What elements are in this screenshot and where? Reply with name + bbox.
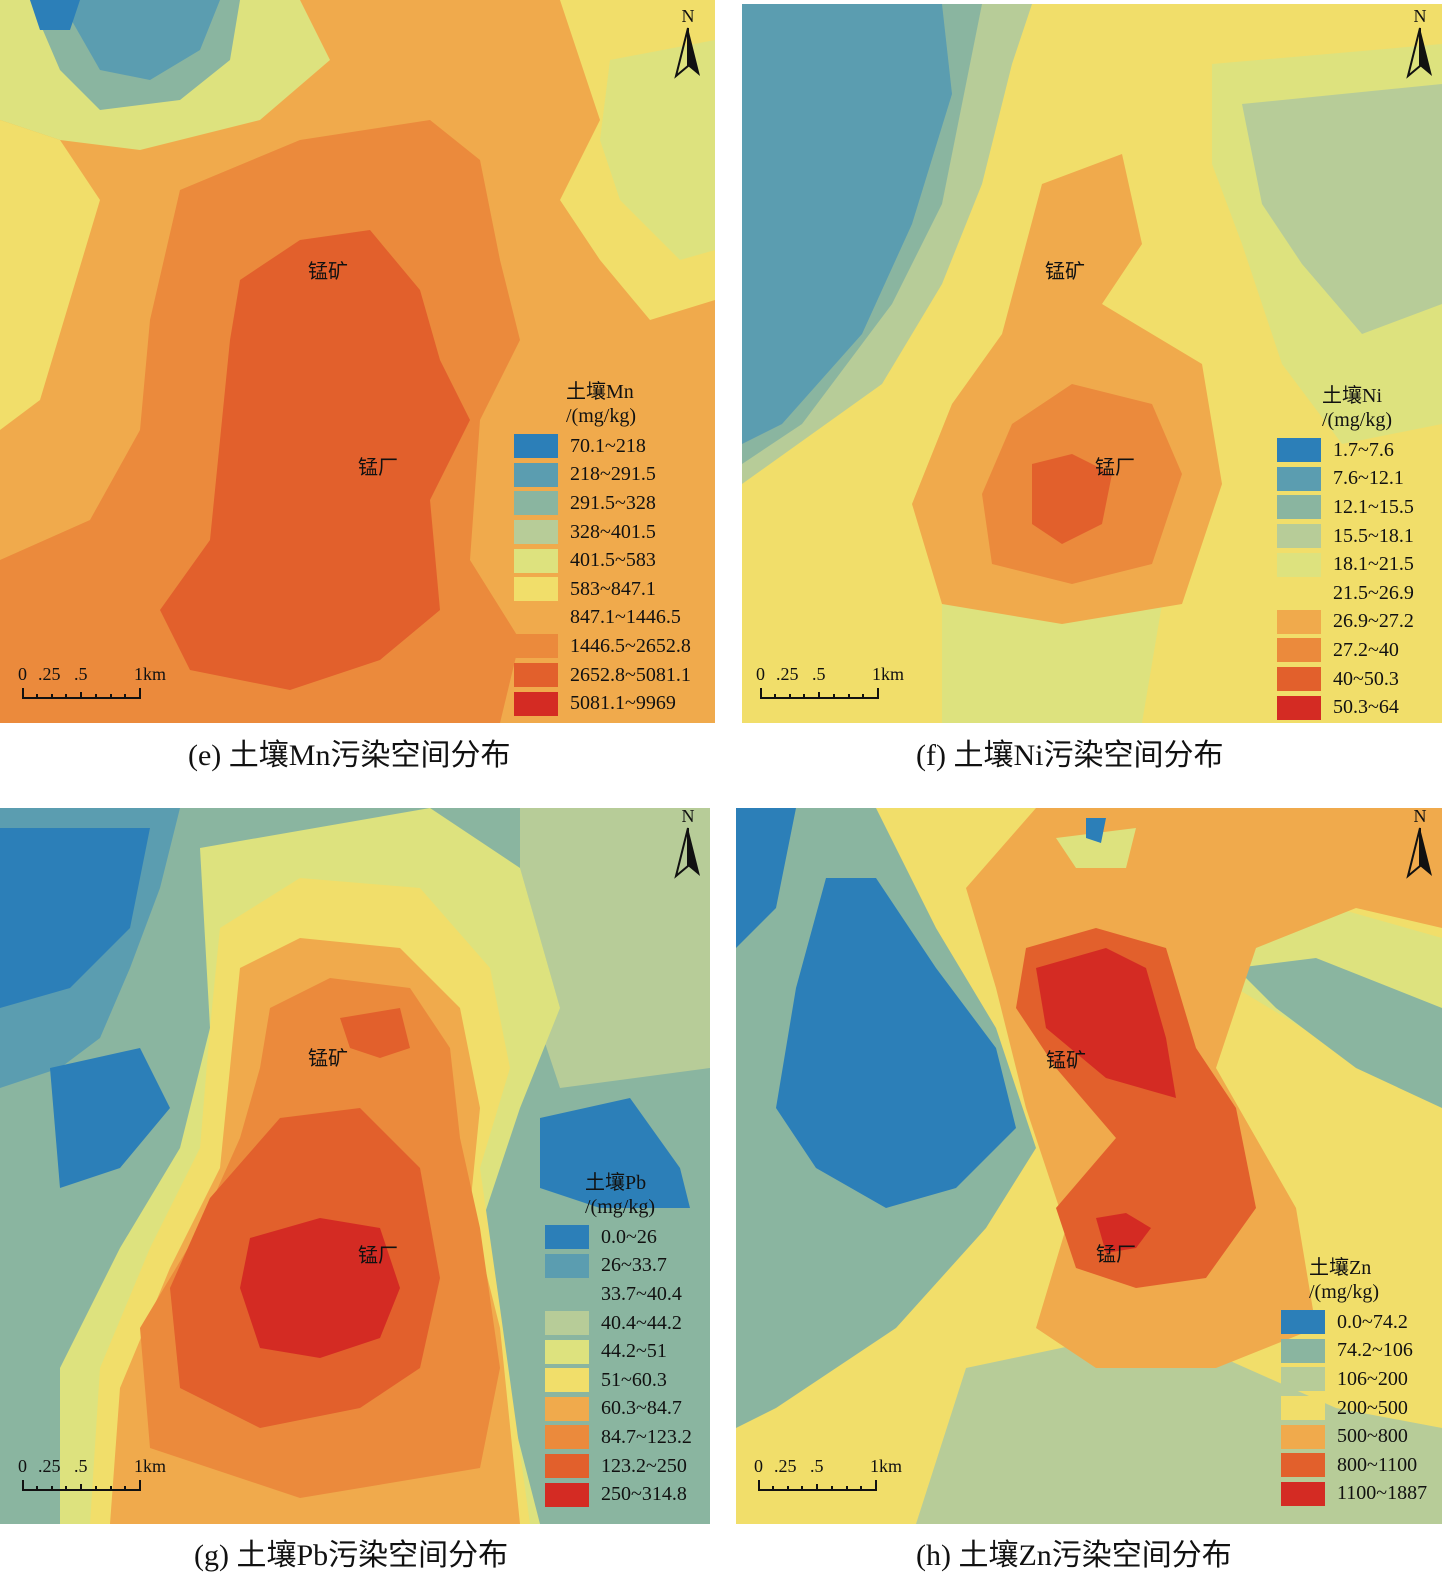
legend-item: 0.0~26 xyxy=(545,1223,692,1252)
legend-item: 40~50.3 xyxy=(1277,665,1414,694)
map-pb: 锰矿 锰厂 N 土壤Pb /(mg/kg) 0.0~26 26~33.7 33.… xyxy=(0,808,710,1524)
factory-label: 锰厂 xyxy=(358,455,398,479)
mine-label: 锰矿 xyxy=(308,259,348,283)
legend-item: 27.2~40 xyxy=(1277,636,1414,665)
map-mn-surface xyxy=(0,0,715,723)
scale-bar: 0 .25 .5 1km xyxy=(18,1456,178,1496)
legend-item: 50.3~64 xyxy=(1277,693,1414,722)
scale-bar: 0 .25 .5 1km xyxy=(18,664,178,704)
legend-item: 583~847.1 xyxy=(514,575,691,604)
legend-item: 401.5~583 xyxy=(514,546,691,575)
legend-item: 5081.1~9969 xyxy=(514,689,691,718)
legend-item: 200~500 xyxy=(1281,1394,1427,1423)
legend-title: 土壤Pb xyxy=(585,1172,647,1194)
legend-ni: 土壤Ni /(mg/kg) 1.7~7.6 7.6~12.1 12.1~15.5… xyxy=(1277,384,1414,722)
legend-item: 328~401.5 xyxy=(514,518,691,547)
scale-bar: 0 .25 .5 1km xyxy=(754,1456,914,1496)
legend-unit: /(mg/kg) xyxy=(1322,409,1392,431)
legend-item: 18.1~21.5 xyxy=(1277,550,1414,579)
legend-item: 60.3~84.7 xyxy=(545,1395,692,1424)
legend-zn: 土壤Zn /(mg/kg) 0.0~74.2 74.2~106 106~200 … xyxy=(1281,1256,1427,1508)
legend-item: 0.0~74.2 xyxy=(1281,1308,1427,1337)
map-ni: 锰矿 锰厂 N 土壤Ni /(mg/kg) 1.7~7.6 7.6~12.1 1… xyxy=(742,4,1442,723)
north-arrow-letter: N xyxy=(1413,6,1427,26)
north-arrow-icon: N xyxy=(670,6,706,80)
legend-item: 84.7~123.2 xyxy=(545,1423,692,1452)
map-pb-surface xyxy=(0,808,710,1524)
legend-item: 21.5~26.9 xyxy=(1277,579,1414,608)
legend-item: 2652.8~5081.1 xyxy=(514,661,691,690)
legend-item: 500~800 xyxy=(1281,1422,1427,1451)
north-arrow-letter: N xyxy=(1413,808,1427,826)
legend-item: 250~314.8 xyxy=(545,1480,692,1509)
map-ni-surface xyxy=(742,4,1442,723)
legend-item: 44.2~51 xyxy=(545,1337,692,1366)
factory-label: 锰厂 xyxy=(1095,455,1135,479)
legend-item: 291.5~328 xyxy=(514,489,691,518)
legend-pb: 土壤Pb /(mg/kg) 0.0~26 26~33.7 33.7~40.4 4… xyxy=(545,1171,692,1509)
legend-title: 土壤Zn xyxy=(1309,1257,1372,1279)
mine-label: 锰矿 xyxy=(1046,1048,1086,1072)
legend-title: 土壤Ni xyxy=(1322,385,1382,407)
legend-item: 1.7~7.6 xyxy=(1277,436,1414,465)
caption-zn: (h) 土壤Zn污染空间分布 xyxy=(916,1539,1232,1572)
mine-label: 锰矿 xyxy=(308,1046,348,1070)
legend-item: 51~60.3 xyxy=(545,1366,692,1395)
factory-label: 锰厂 xyxy=(358,1243,398,1267)
legend-item: 15.5~18.1 xyxy=(1277,522,1414,551)
legend-item: 33.7~40.4 xyxy=(545,1280,692,1309)
legend-item: 40.4~44.2 xyxy=(545,1309,692,1338)
caption-mn: (e) 土壤Mn污染空间分布 xyxy=(188,739,511,772)
north-arrow-letter: N xyxy=(681,6,695,26)
legend-item: 12.1~15.5 xyxy=(1277,493,1414,522)
scale-bar: 0 .25 .5 1km xyxy=(756,664,916,704)
north-arrow-icon: N xyxy=(670,808,706,880)
caption-pb: (g) 土壤Pb污染空间分布 xyxy=(194,1539,509,1572)
legend-unit: /(mg/kg) xyxy=(585,1196,655,1218)
legend-title: 土壤Mn xyxy=(566,381,634,403)
mine-label: 锰矿 xyxy=(1045,259,1085,283)
legend-item: 26.9~27.2 xyxy=(1277,608,1414,637)
factory-label: 锰厂 xyxy=(1096,1242,1136,1266)
legend-item: 847.1~1446.5 xyxy=(514,604,691,633)
legend-item: 123.2~250 xyxy=(545,1452,692,1481)
north-arrow-icon: N xyxy=(1402,6,1438,80)
legend-item: 106~200 xyxy=(1281,1365,1427,1394)
caption-ni: (f) 土壤Ni污染空间分布 xyxy=(916,739,1224,772)
north-arrow-icon: N xyxy=(1402,808,1438,880)
legend-mn: 土壤Mn /(mg/kg) 70.1~218 218~291.5 291.5~3… xyxy=(514,380,691,718)
legend-unit: /(mg/kg) xyxy=(1309,1281,1379,1303)
legend-item: 1100~1887 xyxy=(1281,1480,1427,1509)
legend-item: 800~1100 xyxy=(1281,1451,1427,1480)
north-arrow-letter: N xyxy=(681,808,695,826)
legend-unit: /(mg/kg) xyxy=(566,405,636,427)
map-zn: 锰矿 锰厂 N 土壤Zn /(mg/kg) 0.0~74.2 74.2~106 … xyxy=(736,808,1442,1524)
legend-item: 70.1~218 xyxy=(514,432,691,461)
legend-item: 218~291.5 xyxy=(514,461,691,490)
legend-item: 1446.5~2652.8 xyxy=(514,632,691,661)
legend-item: 74.2~106 xyxy=(1281,1337,1427,1366)
legend-item: 26~33.7 xyxy=(545,1252,692,1281)
map-mn: 锰矿 锰厂 N 土壤Mn /(mg/kg) 70.1~218 218~291.5… xyxy=(0,0,715,723)
legend-item: 7.6~12.1 xyxy=(1277,465,1414,494)
